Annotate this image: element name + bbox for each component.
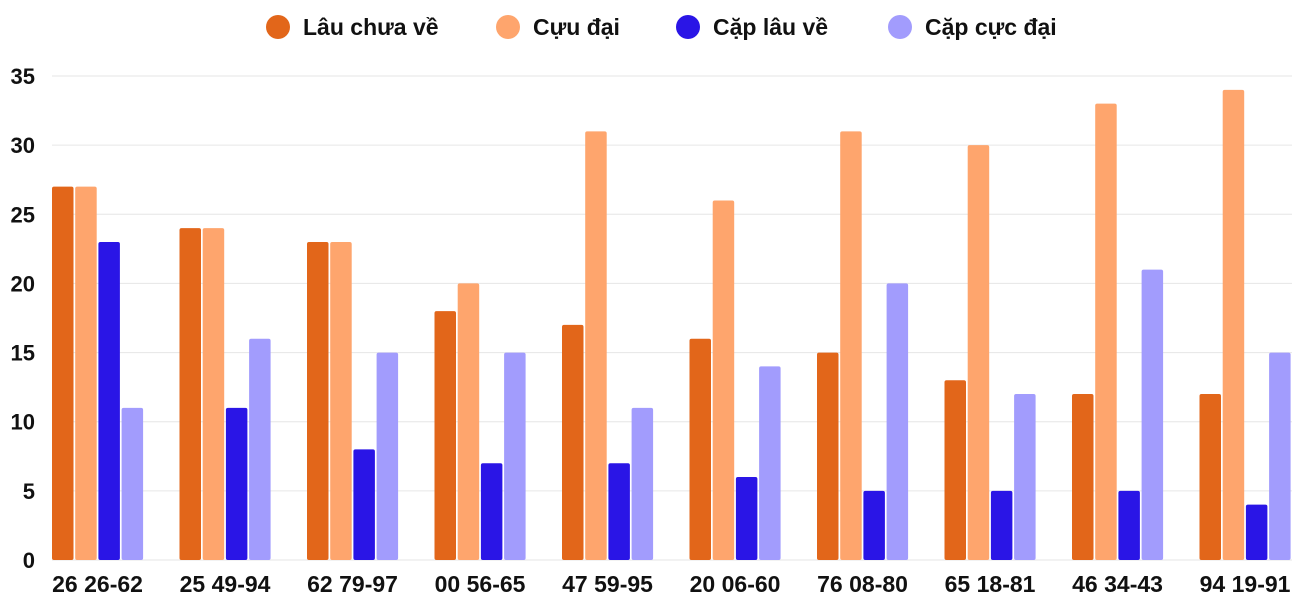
bar — [1118, 490, 1140, 560]
bar — [840, 131, 862, 561]
bar — [307, 241, 329, 560]
x-tick-label: 62 79-97 — [307, 571, 398, 597]
x-tick-label: 94 19-91 — [1200, 571, 1291, 597]
bar — [562, 324, 584, 560]
x-tick-label: 76 08-80 — [817, 571, 908, 597]
bar — [121, 407, 144, 560]
bar — [330, 241, 352, 560]
bar — [944, 380, 966, 560]
legend-swatch — [676, 15, 700, 39]
y-tick-label: 35 — [11, 64, 35, 89]
bar — [504, 352, 526, 560]
legend-item[interactable]: Lâu chưa về — [266, 14, 439, 40]
bar — [434, 311, 456, 560]
bar-group — [1072, 103, 1164, 561]
bar — [376, 352, 399, 560]
legend-label: Cặp lâu về — [713, 14, 828, 40]
legend-label: Cựu đại — [533, 14, 620, 40]
legend-item[interactable]: Cặp lâu về — [676, 14, 828, 40]
bar — [179, 228, 201, 560]
bar — [1141, 269, 1164, 560]
bar — [1072, 394, 1094, 560]
bar — [75, 186, 97, 560]
bar — [990, 490, 1013, 560]
bar — [712, 200, 735, 560]
bar — [52, 186, 74, 560]
bar — [249, 338, 271, 560]
x-tick-label: 26 26-62 — [52, 571, 143, 597]
y-tick-label: 30 — [11, 133, 35, 158]
bar — [1245, 504, 1268, 560]
legend-label: Cặp cực đại — [925, 14, 1057, 40]
x-axis-labels: 26 26-62 25 49-94 62 79-97 00 56-65 47 59-95… — [52, 571, 1291, 597]
bar — [480, 463, 503, 560]
x-tick-label: 20 06-60 — [690, 571, 781, 597]
legend-swatch — [266, 15, 290, 39]
bar — [735, 477, 758, 560]
bar — [225, 407, 248, 560]
bar — [863, 490, 885, 560]
y-axis-ticks: 0 5 10 15 20 25 30 35 — [11, 64, 35, 573]
bar — [689, 338, 711, 560]
bar — [353, 449, 375, 560]
bar — [817, 352, 839, 560]
y-tick-label: 5 — [23, 479, 35, 504]
bar-group — [562, 131, 654, 561]
legend-swatch — [496, 15, 520, 39]
y-tick-label: 10 — [11, 410, 35, 435]
bar — [1199, 394, 1221, 560]
legend-label: Lâu chưa về — [303, 14, 439, 40]
bar-group — [1199, 89, 1291, 560]
bar — [202, 228, 225, 560]
bar-group — [689, 200, 781, 560]
bar — [457, 283, 480, 560]
bar — [585, 131, 607, 561]
y-tick-label: 0 — [23, 548, 35, 573]
legend-swatch — [888, 15, 912, 39]
x-tick-label: 47 59-95 — [562, 571, 653, 597]
bar — [759, 366, 781, 560]
legend-item[interactable]: Cặp cực đại — [888, 14, 1057, 40]
bar-group — [307, 241, 399, 560]
bar — [1269, 352, 1291, 560]
bar-group — [179, 228, 271, 560]
bar — [1222, 89, 1245, 560]
bar — [886, 283, 909, 560]
bar — [98, 241, 120, 560]
bar — [967, 145, 990, 560]
x-tick-label: 65 18-81 — [945, 571, 1036, 597]
y-tick-label: 15 — [11, 341, 35, 366]
bar — [1095, 103, 1117, 561]
x-tick-label: 00 56-65 — [435, 571, 526, 597]
bar-group — [52, 186, 144, 560]
bar — [631, 407, 654, 560]
bar — [608, 463, 630, 560]
y-tick-label: 20 — [11, 271, 35, 296]
bar-group — [817, 131, 909, 561]
bar-group — [434, 283, 526, 560]
y-tick-label: 25 — [11, 202, 35, 227]
legend[interactable]: Lâu chưa về Cựu đại Cặp lâu về Cặp cực đại — [266, 14, 1057, 40]
bars-layer — [52, 89, 1291, 561]
bar — [1014, 394, 1036, 560]
x-tick-label: 46 34-43 — [1072, 571, 1163, 597]
bar-group — [944, 145, 1036, 560]
x-tick-label: 25 49-94 — [180, 571, 271, 597]
legend-item[interactable]: Cựu đại — [496, 14, 620, 40]
